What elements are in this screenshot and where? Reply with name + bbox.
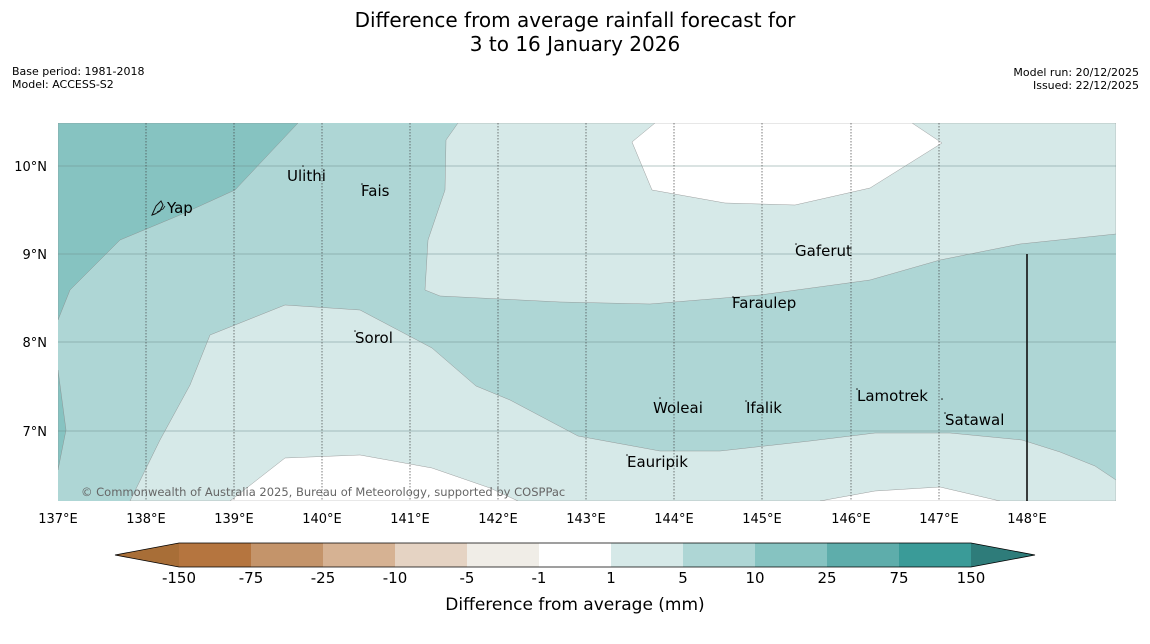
region-minus1-to-1-southeast [819, 486, 1001, 501]
colorbar-segment [395, 543, 467, 567]
region-minus1-to-1-south [229, 454, 519, 501]
region-1-to-5-north [424, 123, 1116, 305]
map-title: Difference from average rainfall forecas… [0, 8, 1150, 56]
region-minus1-to-1-north [631, 123, 943, 206]
base-info: Base period: 1981-2018 Model: ACCESS-S2 [12, 65, 144, 91]
colorbar-label: -1 [532, 569, 547, 587]
y-tick-label: 10°N [14, 160, 47, 175]
place-label-yap: Yap [166, 199, 193, 217]
place-label-satawal: Satawal [945, 411, 1004, 429]
colorbar-label: 150 [957, 569, 986, 587]
x-tick-label: 145°E [742, 512, 782, 527]
colorbar-label: -75 [239, 569, 264, 587]
colorbar-label: -10 [383, 569, 408, 587]
base-period-text: Base period: 1981-2018 [12, 65, 145, 78]
title-line-1: Difference from average rainfall forecas… [354, 8, 796, 32]
longitude-gridlines [145, 123, 940, 501]
x-tick-label: 148°E [1007, 512, 1047, 527]
place-label-woleai: Woleai [653, 399, 703, 417]
x-tick-label: 143°E [566, 512, 606, 527]
y-axis-labels: 10°N 9°N 8°N 7°N [14, 160, 47, 440]
colorbar [114, 542, 1036, 568]
colorbar-segment [755, 543, 827, 567]
colorbar-segment [827, 543, 899, 567]
x-tick-label: 144°E [654, 512, 694, 527]
x-tick-label: 137°E [38, 512, 78, 527]
colorbar-label: 1 [606, 569, 616, 587]
model-text: Model: ACCESS-S2 [12, 78, 114, 91]
title-line-2: 3 to 16 January 2026 [469, 32, 681, 56]
colorbar-segment [899, 543, 971, 567]
x-tick-label: 141°E [390, 512, 430, 527]
colorbar-segment [467, 543, 539, 567]
place-label-gaferut: Gaferut [795, 242, 852, 260]
colorbar-labels: -150 -75 -25 -10 -5 -1 1 5 10 25 75 150 [162, 569, 985, 587]
x-tick-label: 140°E [302, 512, 342, 527]
place-label-lamotrek: Lamotrek [857, 387, 928, 405]
colorbar-high-extend [971, 543, 1035, 567]
colorbar-segment [683, 543, 755, 567]
place-label-sorol: Sorol [355, 329, 393, 347]
colorbar-segment [323, 543, 395, 567]
colorbar-segment [539, 543, 611, 567]
x-tick-label: 139°E [214, 512, 254, 527]
region-1-to-5-south [129, 304, 1116, 501]
colorbar-outline [114, 542, 1036, 568]
issued-text: Issued: 22/12/2025 [1032, 79, 1139, 92]
copyright-text: © Commonwealth of Australia 2025, Bureau… [81, 485, 565, 499]
y-tick-label: 8°N [23, 336, 48, 351]
colorbar-label: 10 [745, 569, 764, 587]
colorbar-label: -5 [460, 569, 475, 587]
rainfall-contours [58, 123, 1116, 501]
run-info: Model run: 20/12/2025 Issued: 22/12/2025 [1013, 66, 1139, 92]
place-label-faraulep: Faraulep [732, 294, 796, 312]
colorbar-segment [251, 543, 323, 567]
colorbar-label: -25 [311, 569, 336, 587]
colorbar-segment [611, 543, 683, 567]
colorbar-label: 75 [889, 569, 908, 587]
x-tick-label: 138°E [126, 512, 166, 527]
x-tick-label: 142°E [478, 512, 518, 527]
place-label-ulithi: Ulithi [287, 167, 326, 185]
colorbar-label: 5 [678, 569, 688, 587]
model-run-text: Model run: 20/12/2025 [1013, 66, 1139, 79]
colorbar-label: 25 [817, 569, 836, 587]
region-10-to-25-northwest [58, 123, 299, 321]
place-label-ifalik: Ifalik [746, 399, 782, 417]
island-markers [302, 165, 946, 456]
place-label-eauripik: Eauripik [627, 453, 688, 471]
colorbar-low-extend [115, 543, 179, 567]
colorbar-label: -150 [162, 569, 196, 587]
y-tick-label: 7°N [23, 425, 48, 440]
yap-island-shape [151, 200, 164, 216]
region-10-to-25-west [58, 369, 67, 471]
x-tick-label: 147°E [919, 512, 959, 527]
y-tick-label: 9°N [23, 248, 48, 263]
legend-caption: Difference from average (mm) [445, 595, 704, 615]
colorbar-segment [179, 543, 251, 567]
x-axis-labels: 137°E 138°E 139°E 140°E 141°E 142°E 143°… [38, 512, 1047, 527]
x-tick-label: 146°E [831, 512, 871, 527]
place-label-fais: Fais [361, 182, 390, 200]
